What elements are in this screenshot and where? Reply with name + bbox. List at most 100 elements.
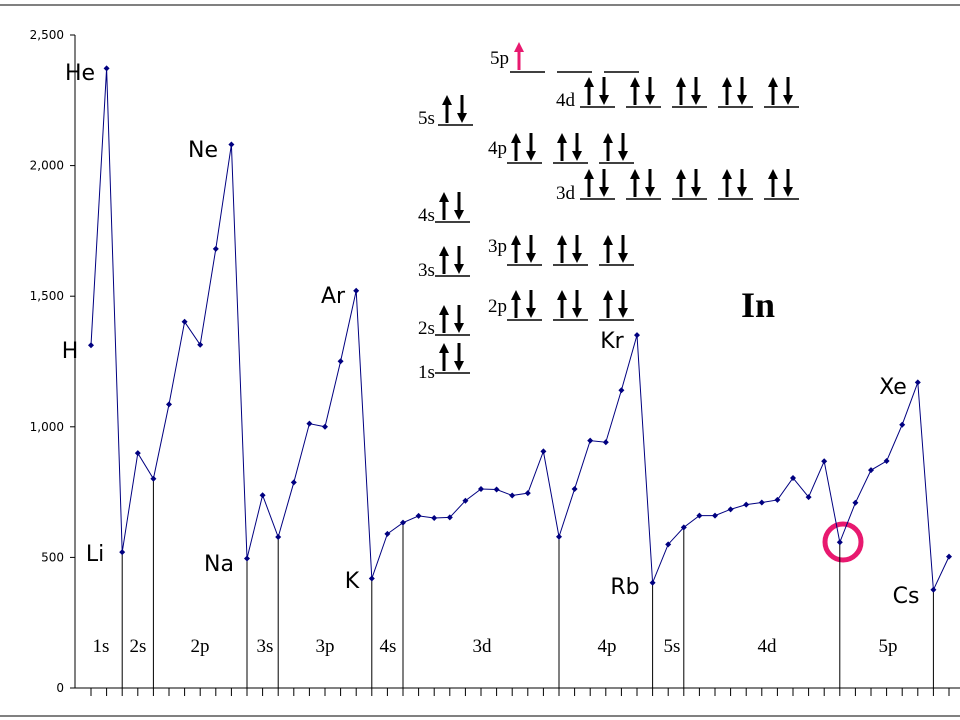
data-point: [244, 555, 250, 562]
arrow-head: [603, 133, 613, 143]
data-point: [166, 401, 172, 408]
highlight-circle: [822, 521, 864, 563]
data-point: [462, 497, 469, 504]
y-tick-label: 500: [41, 550, 64, 564]
block-label: 3p: [316, 636, 335, 657]
arrow-head: [526, 151, 536, 161]
data-point: [493, 486, 500, 493]
y-tick-label: 2,500: [30, 28, 64, 42]
arrow-head: [454, 323, 464, 333]
data-point: [540, 448, 547, 455]
arrow-head: [439, 192, 449, 202]
data-point: [758, 499, 765, 506]
data-point: [571, 485, 578, 492]
arrow-head: [603, 290, 613, 300]
y-tick-label: 1,000: [30, 420, 64, 434]
arrow-head: [511, 290, 521, 300]
data-point: [868, 467, 874, 474]
arrow-head: [676, 77, 686, 87]
arrow-head: [618, 253, 628, 263]
data-point: [743, 501, 750, 508]
arrow-head: [526, 308, 536, 318]
arrow-head: [645, 95, 655, 105]
data-point: [852, 499, 859, 506]
orbital-label: 3d: [556, 183, 576, 204]
data-point: [322, 423, 328, 430]
arrow-head: [630, 169, 640, 179]
element-label: Na: [204, 552, 234, 577]
arrow-head: [603, 235, 613, 245]
series-line: [90, 68, 950, 592]
arrow-head: [737, 95, 747, 105]
y-tick-label: 0: [56, 681, 64, 695]
orbital-label: 5s: [418, 108, 435, 129]
data-point: [103, 65, 110, 72]
arrow-head: [768, 169, 778, 179]
data-point: [914, 379, 921, 386]
block-label: 3s: [257, 636, 274, 657]
data-point: [665, 541, 672, 548]
block-label: 5s: [664, 636, 681, 657]
data-point: [119, 549, 126, 556]
block-label: 4p: [598, 636, 617, 657]
data-point: [712, 512, 718, 519]
orbital-label: 3p: [488, 236, 507, 257]
orbital-label: 2p: [488, 296, 507, 317]
data-point: [634, 332, 640, 339]
arrow-head: [526, 253, 536, 263]
element-label: H: [62, 339, 79, 364]
element-label: Ne: [188, 138, 218, 163]
y-tick-label: 1,500: [30, 289, 64, 303]
block-label: 2p: [191, 636, 210, 657]
data-point: [88, 342, 94, 349]
orbital-label: 5p: [490, 48, 509, 69]
arrow-head: [722, 77, 732, 87]
data-point: [337, 358, 344, 365]
data-point: [524, 490, 531, 497]
data-point: [836, 539, 843, 546]
arrow-head: [457, 113, 467, 123]
data-point: [228, 141, 235, 148]
arrow-head: [442, 95, 452, 105]
element-label: Kr: [600, 329, 624, 354]
data-point: [275, 534, 282, 541]
data-point: [774, 496, 781, 503]
data-point: [353, 287, 360, 294]
y-tick-label: 2,000: [30, 159, 64, 173]
arrow-head: [618, 151, 628, 161]
arrow-head: [783, 95, 793, 105]
data-point: [306, 420, 313, 427]
data-point: [212, 245, 219, 252]
data-point: [509, 492, 516, 499]
block-label: 4s: [380, 636, 397, 657]
orbital-label: 1s: [418, 362, 435, 383]
data-point: [446, 514, 453, 521]
element-label: Li: [86, 542, 104, 567]
arrow-head: [645, 187, 655, 197]
data-point: [290, 479, 297, 486]
arrow-head: [584, 169, 594, 179]
data-point: [899, 421, 906, 428]
data-point: [197, 341, 204, 348]
arrow-head: [691, 95, 701, 105]
arrow-head: [511, 133, 521, 143]
arrow-head: [454, 210, 464, 220]
data-point: [696, 512, 703, 519]
orbital-label: 2s: [418, 318, 435, 339]
arrow-head: [630, 77, 640, 87]
data-point: [649, 579, 656, 586]
data-point: [618, 387, 625, 394]
arrow-head: [454, 264, 464, 274]
orbital-label: 3s: [418, 260, 435, 281]
block-label: 5p: [879, 636, 898, 657]
block-label: 3d: [473, 636, 493, 657]
data-point: [946, 553, 952, 560]
arrow-head: [572, 151, 582, 161]
data-point: [587, 437, 594, 444]
element-label: Rb: [610, 575, 639, 600]
orbital-label: 4p: [488, 138, 507, 159]
arrow-head: [454, 361, 464, 371]
data-point: [821, 458, 828, 465]
arrow-head: [599, 187, 609, 197]
